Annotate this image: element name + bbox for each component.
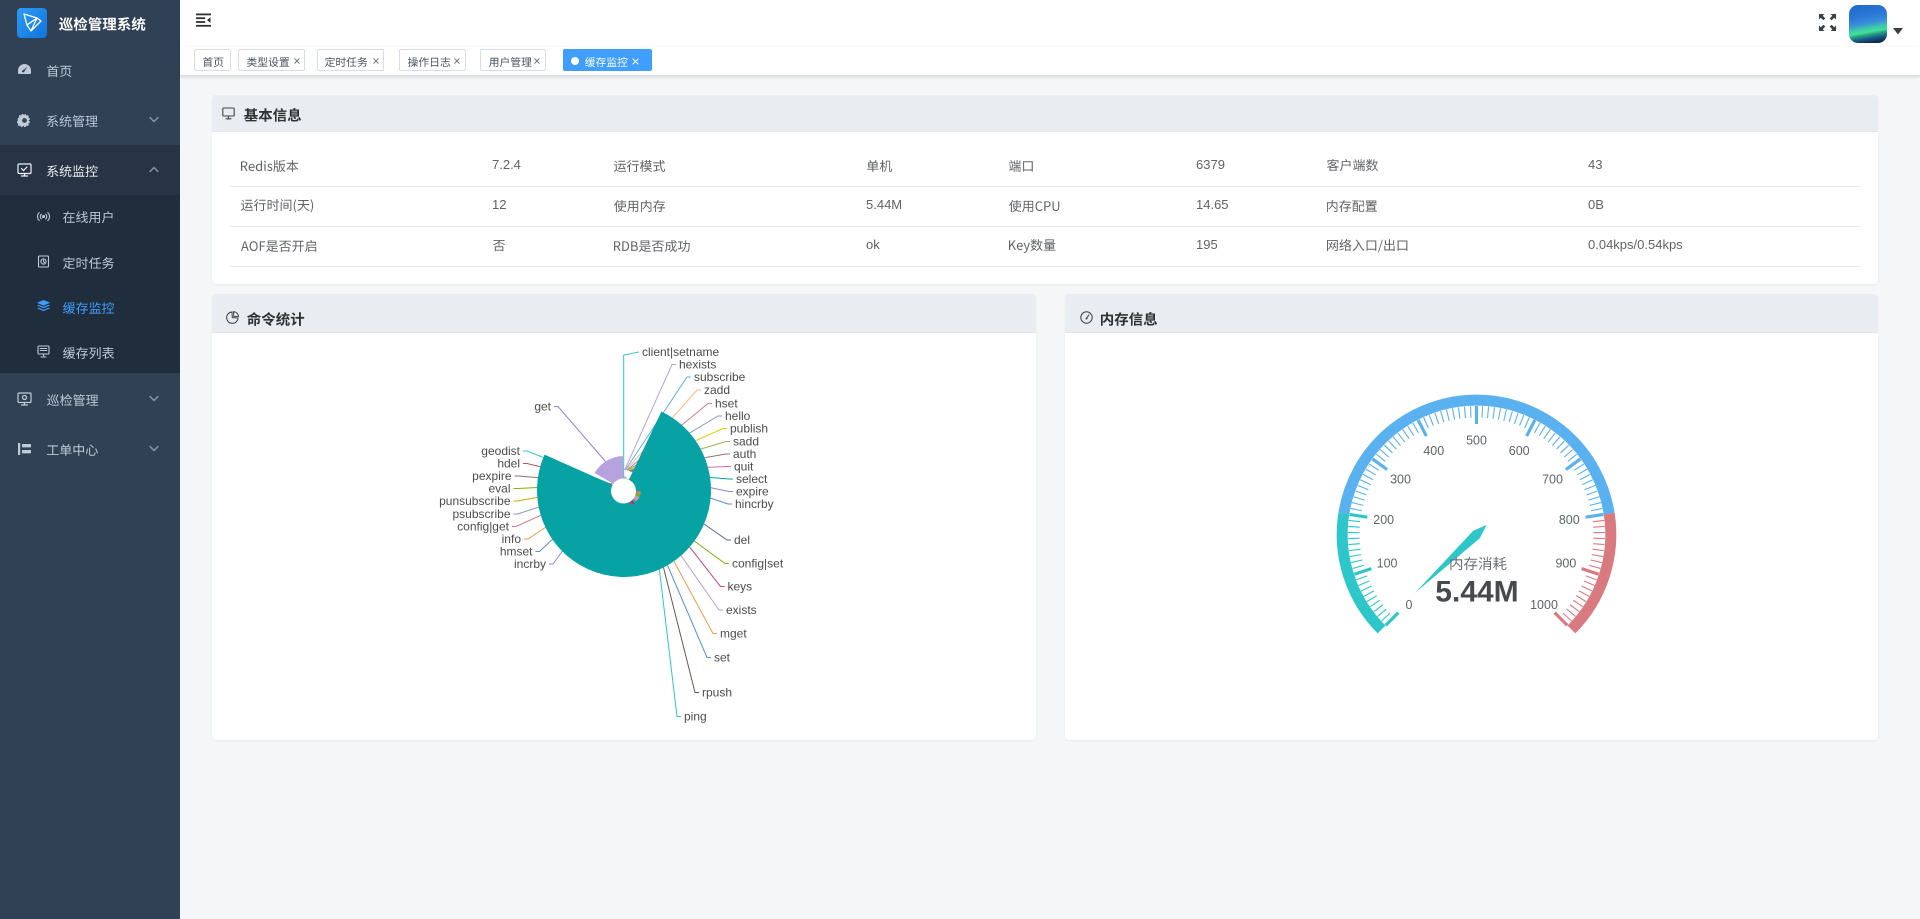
svg-text:keys: keys — [728, 580, 753, 594]
svg-text:del: del — [734, 533, 750, 547]
svg-text:expire: expire — [736, 485, 769, 499]
svg-text:psubscribe: psubscribe — [452, 507, 510, 521]
svg-text:subscribe: subscribe — [694, 370, 746, 384]
svg-text:500: 500 — [1466, 434, 1487, 448]
svg-text:zadd: zadd — [704, 383, 730, 397]
svg-text:info: info — [502, 532, 522, 546]
svg-text:hello: hello — [725, 409, 751, 423]
svg-text:set: set — [714, 651, 731, 665]
svg-text:client|setname: client|setname — [642, 345, 719, 359]
svg-text:600: 600 — [1509, 444, 1530, 458]
svg-text:pexpire: pexpire — [472, 469, 512, 483]
svg-text:hset: hset — [715, 397, 738, 411]
svg-text:hdel: hdel — [497, 457, 520, 471]
svg-text:900: 900 — [1555, 557, 1576, 571]
svg-text:rpush: rpush — [702, 686, 732, 700]
svg-text:400: 400 — [1423, 444, 1444, 458]
svg-text:incrby: incrby — [514, 557, 546, 571]
svg-text:sadd: sadd — [733, 435, 759, 449]
svg-text:punsubscribe: punsubscribe — [439, 494, 511, 508]
svg-text:5.44M: 5.44M — [1435, 576, 1518, 609]
svg-text:hmset: hmset — [500, 545, 533, 559]
svg-text:auth: auth — [733, 447, 756, 461]
svg-text:select: select — [736, 472, 768, 486]
svg-text:get: get — [534, 400, 551, 414]
svg-text:ping: ping — [684, 710, 707, 724]
svg-text:100: 100 — [1377, 557, 1398, 571]
svg-text:800: 800 — [1559, 513, 1580, 527]
svg-text:eval: eval — [488, 482, 510, 496]
svg-text:config|set: config|set — [732, 557, 784, 571]
svg-text:mget: mget — [720, 627, 747, 641]
svg-text:1000: 1000 — [1530, 598, 1558, 612]
svg-text:publish: publish — [730, 422, 768, 436]
svg-text:hincrby: hincrby — [735, 497, 774, 511]
svg-text:hexists: hexists — [679, 358, 716, 372]
svg-text:300: 300 — [1390, 472, 1411, 486]
svg-text:geodist: geodist — [481, 444, 520, 458]
svg-text:quit: quit — [734, 460, 754, 474]
svg-text:config|get: config|get — [457, 520, 509, 534]
svg-text:0: 0 — [1406, 598, 1413, 612]
svg-text:700: 700 — [1542, 472, 1563, 486]
svg-text:200: 200 — [1373, 513, 1394, 527]
svg-text:exists: exists — [726, 603, 757, 617]
